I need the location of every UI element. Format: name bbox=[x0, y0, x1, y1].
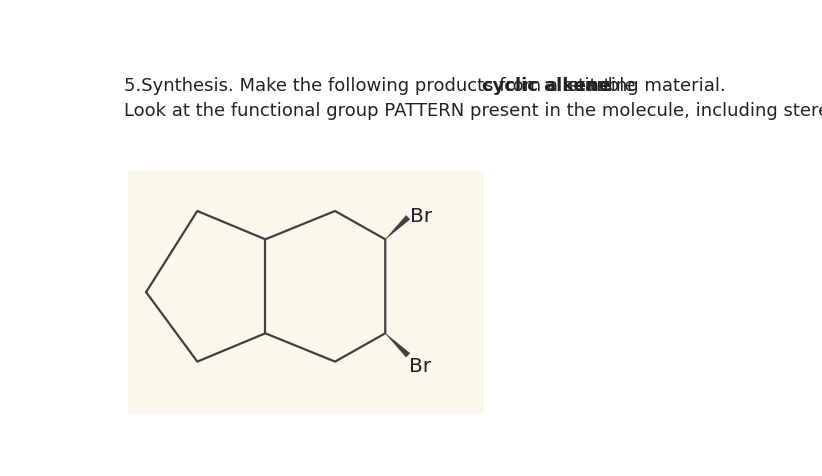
Text: Look at the functional group PATTERN present in the molecule, including stereoch: Look at the functional group PATTERN pre… bbox=[124, 102, 822, 120]
Text: Br: Br bbox=[410, 207, 432, 226]
Text: Br: Br bbox=[409, 357, 431, 377]
FancyBboxPatch shape bbox=[127, 171, 484, 415]
Text: cyclic alkene: cyclic alkene bbox=[482, 77, 611, 95]
Text: 5.Synthesis. Make the following products from a suitable: 5.Synthesis. Make the following products… bbox=[124, 77, 642, 95]
Text: starting material.: starting material. bbox=[563, 77, 726, 95]
Polygon shape bbox=[386, 333, 410, 357]
Polygon shape bbox=[386, 216, 410, 239]
